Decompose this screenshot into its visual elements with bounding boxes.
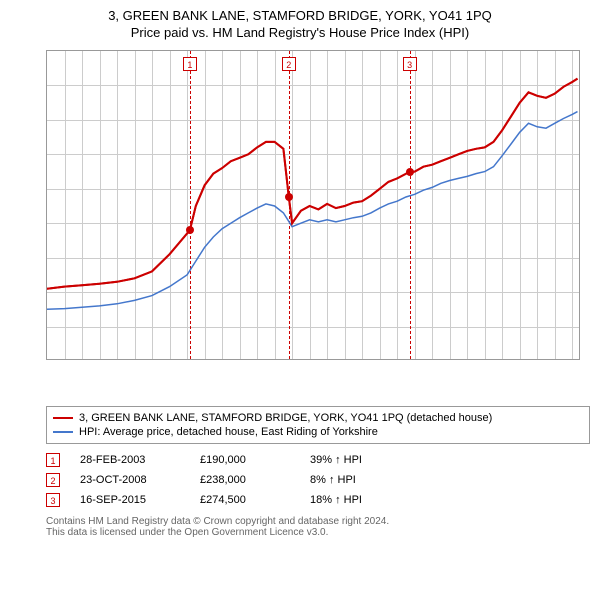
x-axis-label: 2006 xyxy=(240,359,253,360)
x-axis-label: 2010 xyxy=(310,359,323,360)
x-axis-label: 2003 xyxy=(187,359,200,360)
sale-date: 23-OCT-2008 xyxy=(80,474,180,486)
sales-table: 1 28-FEB-2003 £190,000 39% ↑ HPI 2 23-OCT-200… xyxy=(46,450,590,510)
x-axis-label: 2019 xyxy=(467,359,480,360)
legend: 3, GREEN BANK LANE, STAMFORD BRIDGE, YOR… xyxy=(46,406,590,444)
x-axis-label: 2012 xyxy=(345,359,358,360)
x-axis-label: 2011 xyxy=(327,359,340,360)
x-axis-label: 1997 xyxy=(82,359,95,360)
sale-marker-dot xyxy=(406,168,414,176)
page: 3, GREEN BANK LANE, STAMFORD BRIDGE, YOR… xyxy=(0,0,600,590)
legend-label: 3, GREEN BANK LANE, STAMFORD BRIDGE, YOR… xyxy=(79,412,492,424)
sale-date: 16-SEP-2015 xyxy=(80,494,180,506)
x-axis-label: 2005 xyxy=(222,359,235,360)
sale-row: 3 16-SEP-2015 £274,500 18% ↑ HPI xyxy=(46,490,590,510)
x-axis-label: 2007 xyxy=(257,359,270,360)
x-axis-label: 2000 xyxy=(135,359,148,360)
chart-subtitle: Price paid vs. HM Land Registry's House … xyxy=(0,23,600,40)
chart-plot: £0£50K£100K£150K£200K£250K£300K£350K£400… xyxy=(46,50,580,360)
x-axis-label: 1998 xyxy=(100,359,113,360)
sale-number-box: 3 xyxy=(46,493,60,507)
sale-marker-dot xyxy=(285,193,293,201)
sale-hpi-diff: 39% ↑ HPI xyxy=(310,454,362,466)
x-axis-label: 2018 xyxy=(450,359,463,360)
legend-label: HPI: Average price, detached house, East… xyxy=(79,426,378,438)
sale-price: £238,000 xyxy=(200,474,290,486)
sale-marker-dot xyxy=(186,226,194,234)
x-axis-label: 2002 xyxy=(170,359,183,360)
x-axis-label: 2009 xyxy=(292,359,305,360)
x-axis-label: 1996 xyxy=(65,359,78,360)
legend-swatch xyxy=(53,417,73,419)
sale-date: 28-FEB-2003 xyxy=(80,454,180,466)
legend-swatch xyxy=(53,431,73,433)
x-axis-label: 2025 xyxy=(572,359,580,360)
x-axis-label: 1999 xyxy=(117,359,130,360)
sale-price: £190,000 xyxy=(200,454,290,466)
footnote-line-2: This data is licensed under the Open Gov… xyxy=(46,527,590,538)
x-axis-label: 2013 xyxy=(362,359,375,360)
x-axis-label: 2023 xyxy=(537,359,550,360)
x-axis-label: 2017 xyxy=(432,359,445,360)
footnote-line-1: Contains HM Land Registry data © Crown c… xyxy=(46,516,590,527)
sale-number-box: 2 xyxy=(46,473,60,487)
x-axis-label: 1995 xyxy=(47,359,60,360)
sale-row: 2 23-OCT-2008 £238,000 8% ↑ HPI xyxy=(46,470,590,490)
x-axis-label: 2014 xyxy=(380,359,393,360)
sale-row: 1 28-FEB-2003 £190,000 39% ↑ HPI xyxy=(46,450,590,470)
x-axis-label: 2024 xyxy=(555,359,568,360)
sale-price: £274,500 xyxy=(200,494,290,506)
legend-row: HPI: Average price, detached house, East… xyxy=(53,425,583,439)
series-svg xyxy=(47,51,580,360)
chart-title: 3, GREEN BANK LANE, STAMFORD BRIDGE, YOR… xyxy=(0,0,600,23)
x-axis-label: 2022 xyxy=(520,359,533,360)
x-axis-label: 2016 xyxy=(415,359,428,360)
series-property xyxy=(47,79,578,289)
x-axis-label: 2020 xyxy=(485,359,498,360)
x-axis-label: 2004 xyxy=(205,359,218,360)
sale-hpi-diff: 18% ↑ HPI xyxy=(310,494,362,506)
series-property-top xyxy=(47,79,578,289)
chart-area: £0£50K£100K£150K£200K£250K£300K£350K£400… xyxy=(46,50,590,360)
x-axis-label: 2008 xyxy=(275,359,288,360)
sale-hpi-diff: 8% ↑ HPI xyxy=(310,474,356,486)
legend-row: 3, GREEN BANK LANE, STAMFORD BRIDGE, YOR… xyxy=(53,411,583,425)
x-axis-label: 2001 xyxy=(152,359,165,360)
x-axis-label: 2021 xyxy=(502,359,515,360)
x-axis-label: 2015 xyxy=(397,359,410,360)
sale-number-box: 1 xyxy=(46,453,60,467)
